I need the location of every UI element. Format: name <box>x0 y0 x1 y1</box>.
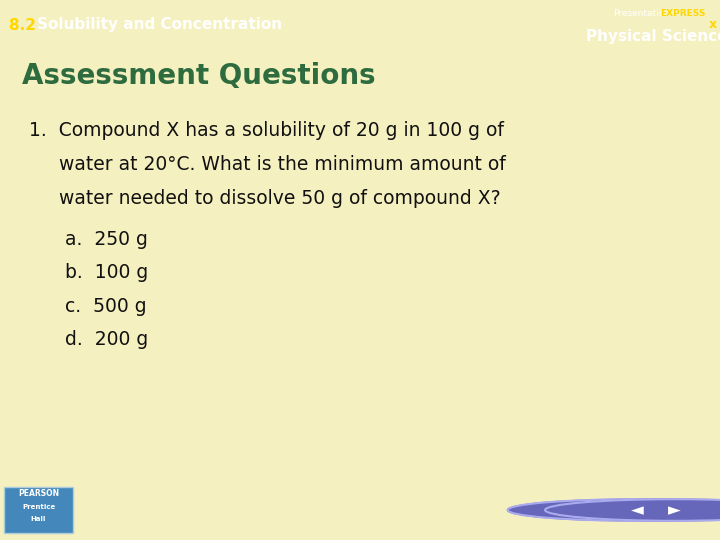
Text: Hall: Hall <box>31 516 46 522</box>
Text: 8.2: 8.2 <box>9 17 41 32</box>
Text: water at 20°C. What is the minimum amount of: water at 20°C. What is the minimum amoun… <box>29 156 505 174</box>
Circle shape <box>508 499 720 521</box>
Text: water needed to dissolve 50 g of compound X?: water needed to dissolve 50 g of compoun… <box>29 190 500 208</box>
Text: EXPRESS: EXPRESS <box>660 10 706 18</box>
Text: ►: ► <box>668 501 681 519</box>
Text: d.  200 g: d. 200 g <box>65 330 148 349</box>
FancyBboxPatch shape <box>4 487 73 534</box>
Text: PEARSON: PEARSON <box>18 489 59 498</box>
Text: Prentice: Prentice <box>22 504 55 510</box>
Text: Physical Science: Physical Science <box>586 29 720 44</box>
Text: Solubility and Concentration: Solubility and Concentration <box>37 17 282 32</box>
Text: ◄: ◄ <box>631 501 644 519</box>
Text: a.  250 g: a. 250 g <box>65 230 148 249</box>
Text: 1.  Compound X has a solubility of 20 g in 100 g of: 1. Compound X has a solubility of 20 g i… <box>29 122 504 140</box>
Circle shape <box>545 499 720 521</box>
Text: x: x <box>708 18 717 31</box>
Text: Assessment Questions: Assessment Questions <box>22 62 375 90</box>
Text: b.  100 g: b. 100 g <box>65 264 148 282</box>
Text: c.  500 g: c. 500 g <box>65 297 146 316</box>
Text: Presentation: Presentation <box>613 10 670 18</box>
